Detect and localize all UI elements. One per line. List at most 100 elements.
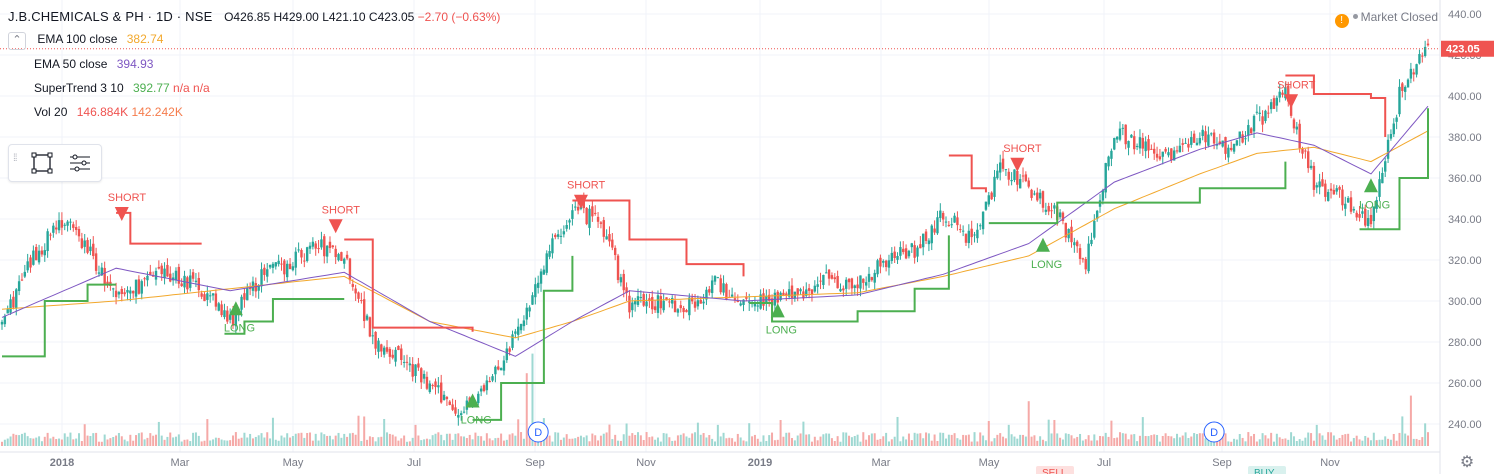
symbol-title[interactable]: J.B.CHEMICALS & PH · 1D · NSE bbox=[8, 9, 213, 24]
volume-bar bbox=[1170, 436, 1173, 446]
candle-body bbox=[40, 250, 44, 255]
candle-body bbox=[534, 284, 537, 298]
candle-body bbox=[970, 228, 973, 238]
candle-body bbox=[1341, 189, 1344, 206]
volume-bar bbox=[1304, 437, 1307, 446]
candle-body bbox=[440, 382, 443, 403]
volume-bar bbox=[1264, 435, 1267, 446]
volume-bar bbox=[622, 434, 625, 446]
volume-bar bbox=[123, 439, 126, 446]
volume-bar bbox=[1375, 440, 1378, 446]
candle-body bbox=[1084, 258, 1087, 270]
candle-body bbox=[608, 234, 611, 242]
candle-body bbox=[517, 326, 520, 335]
chart-settings-gear-icon[interactable]: ⚙ bbox=[1459, 454, 1475, 471]
legend-ema100[interactable]: ⌃ EMA 100 close 382.74 bbox=[8, 32, 163, 50]
volume-bar bbox=[146, 437, 149, 446]
candle-body bbox=[117, 291, 121, 295]
volume-bar bbox=[1418, 439, 1421, 446]
candle-body bbox=[525, 307, 528, 320]
candle-body bbox=[1041, 191, 1045, 208]
volume-bar bbox=[1093, 434, 1096, 446]
volume-bar bbox=[309, 432, 312, 446]
volume-bar bbox=[220, 439, 223, 446]
candle-body bbox=[1406, 79, 1410, 88]
volume-bar bbox=[203, 440, 206, 446]
volume-bar bbox=[705, 437, 708, 446]
volume-bar bbox=[212, 439, 215, 446]
volume-bar bbox=[214, 437, 217, 446]
change-value: −2.70 (−0.63%) bbox=[417, 10, 501, 24]
volume-bar bbox=[1198, 433, 1201, 446]
collapse-legend-icon[interactable]: ⌃ bbox=[8, 32, 26, 50]
volume-bar bbox=[508, 434, 511, 446]
volume-bar bbox=[910, 440, 913, 446]
volume-bar bbox=[1067, 433, 1070, 446]
candle-body bbox=[1349, 197, 1353, 212]
volume-bar bbox=[1059, 437, 1062, 446]
volume-bar bbox=[779, 420, 782, 446]
volume-bar bbox=[1041, 439, 1044, 446]
legend-volume[interactable]: Vol 20 146.884K 142.242K bbox=[34, 105, 183, 119]
volume-bar bbox=[568, 438, 571, 446]
candle-body bbox=[1386, 139, 1390, 159]
volume-bar bbox=[6, 438, 9, 446]
volume-bar bbox=[1321, 435, 1324, 446]
volume-bar bbox=[1110, 420, 1113, 446]
candle-body bbox=[35, 246, 38, 261]
volume-bar bbox=[1164, 433, 1167, 446]
warning-icon[interactable]: ! bbox=[1334, 14, 1349, 28]
candle-body bbox=[642, 294, 645, 306]
candle-body bbox=[1192, 133, 1196, 143]
candle-body bbox=[682, 307, 685, 313]
candle-body bbox=[933, 228, 936, 233]
legend-supertrend[interactable]: SuperTrend 3 10 392.77 n/a n/a bbox=[34, 81, 210, 95]
volume-bar bbox=[1033, 435, 1036, 446]
candle-body bbox=[1312, 165, 1316, 190]
volume-bar bbox=[1044, 441, 1047, 446]
volume-bar bbox=[194, 432, 197, 446]
candle-body bbox=[825, 272, 828, 274]
volume-bar bbox=[371, 437, 374, 446]
candle-body bbox=[659, 296, 663, 309]
rectangle-tool-icon[interactable] bbox=[29, 150, 55, 176]
drag-handle-icon[interactable]: ⁞⁞ bbox=[13, 153, 17, 164]
candle-body bbox=[160, 265, 163, 275]
candle-body bbox=[616, 255, 620, 281]
volume-bar bbox=[1287, 439, 1290, 446]
volume-bar bbox=[443, 440, 446, 446]
volume-bar bbox=[671, 440, 674, 446]
candle-body bbox=[414, 364, 417, 377]
volume-bar bbox=[126, 441, 129, 446]
settings-lines-icon[interactable] bbox=[67, 150, 93, 176]
candle-body bbox=[154, 270, 158, 280]
supertrend-down-line bbox=[1285, 74, 1387, 137]
candle-body bbox=[1212, 132, 1216, 144]
volume-bar bbox=[1127, 439, 1130, 446]
candle-body bbox=[357, 292, 360, 299]
candle-body bbox=[1372, 206, 1376, 222]
volume-bar bbox=[217, 437, 220, 446]
volume-bar bbox=[451, 439, 454, 446]
volume-bar bbox=[776, 439, 779, 446]
volume-bar bbox=[1004, 438, 1007, 446]
volume-bar bbox=[1407, 435, 1410, 446]
volume-bar bbox=[982, 435, 985, 446]
volume-bar bbox=[927, 433, 930, 446]
candle-body bbox=[796, 288, 799, 296]
volume-bar bbox=[947, 434, 950, 446]
volume-bar bbox=[873, 433, 876, 446]
supertrend-up-line bbox=[749, 235, 950, 323]
volume-bar bbox=[554, 432, 557, 446]
candle-body bbox=[1024, 174, 1028, 182]
candle-body bbox=[1421, 55, 1424, 57]
volume-bar bbox=[354, 434, 357, 446]
candle-body bbox=[320, 239, 323, 248]
legend-ema50[interactable]: EMA 50 close 394.93 bbox=[34, 57, 153, 71]
volume-bar bbox=[46, 432, 49, 446]
volume-bar bbox=[1409, 395, 1412, 446]
volume-bar bbox=[942, 432, 945, 446]
candle-body bbox=[268, 265, 272, 268]
candle-body bbox=[631, 302, 634, 311]
